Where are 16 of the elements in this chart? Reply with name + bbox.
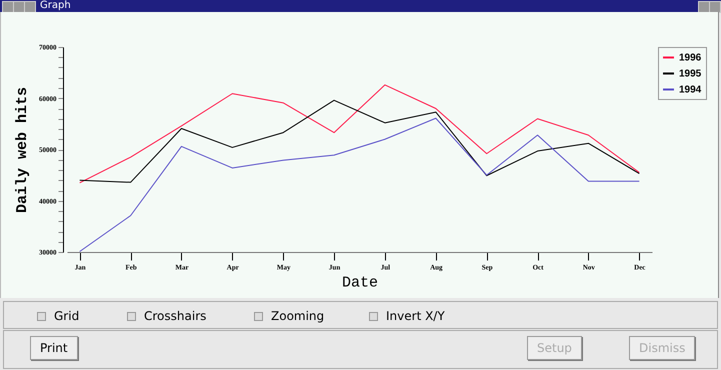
text: Zooming: [271, 309, 324, 323]
x-axis-title: Date: [342, 274, 378, 292]
text: Invert X/Y: [386, 309, 445, 323]
legend-label: 1994: [679, 84, 702, 96]
text: Crosshairs: [144, 309, 206, 323]
line-series: [79, 84, 640, 184]
chart-title: Graph: [40, 0, 71, 12]
text: Grid: [54, 309, 80, 323]
legend-label: 1996: [679, 52, 702, 64]
line-series: [79, 100, 640, 183]
button: Dismiss: [629, 336, 696, 360]
button: Print: [30, 336, 78, 360]
y-axis-title: Daily web hits: [14, 86, 31, 214]
button: Setup: [527, 336, 582, 360]
line-series: [79, 118, 640, 252]
legend-label: 1995: [679, 68, 702, 80]
